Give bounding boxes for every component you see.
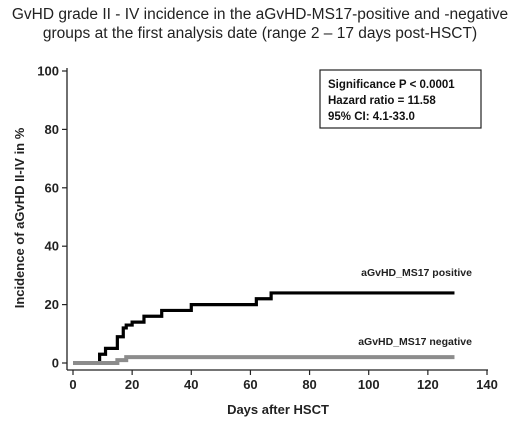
statistics-line: 95% CI: 4.1-33.0 xyxy=(328,111,415,123)
y-tick-label: 40 xyxy=(45,239,59,254)
series-line-positive xyxy=(73,291,455,365)
x-axis-ticks: 0 20 40 60 80 100 120 140 xyxy=(69,370,498,392)
chart-title-line-1: GvHD grade II - IV incidence in the aGvH… xyxy=(11,6,509,23)
series-label-negative: aGvHD_MS17 negative xyxy=(358,336,472,348)
statistics-box: Significance P < 0.0001 Hazard ratio = 11… xyxy=(319,69,482,129)
series-labels: aGvHD_MS17 positive aGvHD_MS17 negative xyxy=(358,267,472,348)
chart-title: GvHD grade II - IV incidence in the aGvH… xyxy=(0,5,520,43)
chart-series xyxy=(73,291,455,365)
y-tick-label: 80 xyxy=(45,122,59,137)
y-axis-label: Incidence of aGvHD II-IV in % xyxy=(12,127,27,308)
x-tick-label: 120 xyxy=(417,377,439,392)
x-tick-label: 40 xyxy=(184,377,198,392)
x-tick-label: 20 xyxy=(125,377,139,392)
x-tick-label: 140 xyxy=(476,377,498,392)
x-axis-label: Days after HSCT xyxy=(227,402,329,417)
x-tick-label: 0 xyxy=(69,377,76,392)
chart-axes xyxy=(66,68,488,371)
y-tick-label: 60 xyxy=(45,180,59,195)
statistics-line: Hazard ratio = 11.58 xyxy=(328,95,436,107)
x-tick-label: 60 xyxy=(243,377,257,392)
x-tick-label: 100 xyxy=(358,377,380,392)
statistics-box-border xyxy=(319,69,482,129)
x-tick-label: 80 xyxy=(302,377,316,392)
statistics-line: Significance P < 0.0001 xyxy=(328,79,455,91)
series-label-positive: aGvHD_MS17 positive xyxy=(361,267,472,279)
y-tick-label: 0 xyxy=(52,356,59,371)
y-tick-label: 100 xyxy=(37,64,59,79)
y-tick-label: 20 xyxy=(45,297,59,312)
chart-title-line-2: groups at the first analysis date (range… xyxy=(42,25,478,42)
y-axis-ticks: 0 20 40 60 80 100 xyxy=(37,64,67,371)
series-line-negative xyxy=(73,355,455,365)
